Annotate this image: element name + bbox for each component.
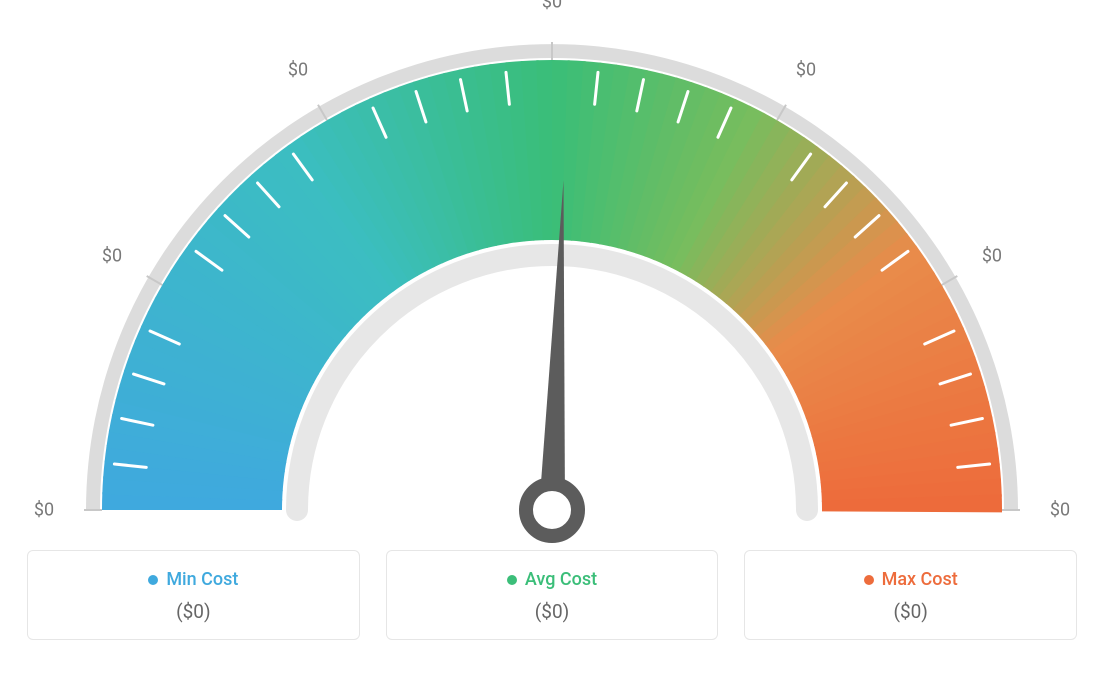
legend-label: Avg Cost (525, 569, 597, 590)
legend-row: Min Cost ($0) Avg Cost ($0) Max Cost ($0… (27, 550, 1077, 640)
gauge-tick-label: $0 (34, 500, 54, 521)
legend-dot-icon (864, 575, 874, 585)
legend-label: Min Cost (166, 569, 238, 590)
legend-header: Avg Cost (507, 569, 597, 590)
legend-value: ($0) (176, 600, 210, 623)
gauge-tick-label: $0 (542, 0, 562, 13)
gauge-tick-label: $0 (288, 60, 308, 81)
legend-label: Max Cost (882, 569, 958, 590)
legend-header: Max Cost (864, 569, 958, 590)
gauge-chart: $0$0$0$0$0$0$0 (27, 10, 1077, 550)
gauge-tick-label: $0 (102, 246, 122, 267)
legend-header: Min Cost (148, 569, 238, 590)
legend-value: ($0) (893, 600, 927, 623)
gauge-tick-label: $0 (1050, 500, 1070, 521)
gauge-svg (27, 10, 1077, 550)
legend-value: ($0) (535, 600, 569, 623)
legend-card-min: Min Cost ($0) (27, 550, 360, 640)
legend-card-avg: Avg Cost ($0) (386, 550, 719, 640)
gauge-needle-hub (526, 484, 578, 536)
gauge-tick-label: $0 (982, 246, 1002, 267)
gauge-tick-label: $0 (796, 60, 816, 81)
legend-dot-icon (148, 575, 158, 585)
legend-dot-icon (507, 575, 517, 585)
legend-card-max: Max Cost ($0) (744, 550, 1077, 640)
